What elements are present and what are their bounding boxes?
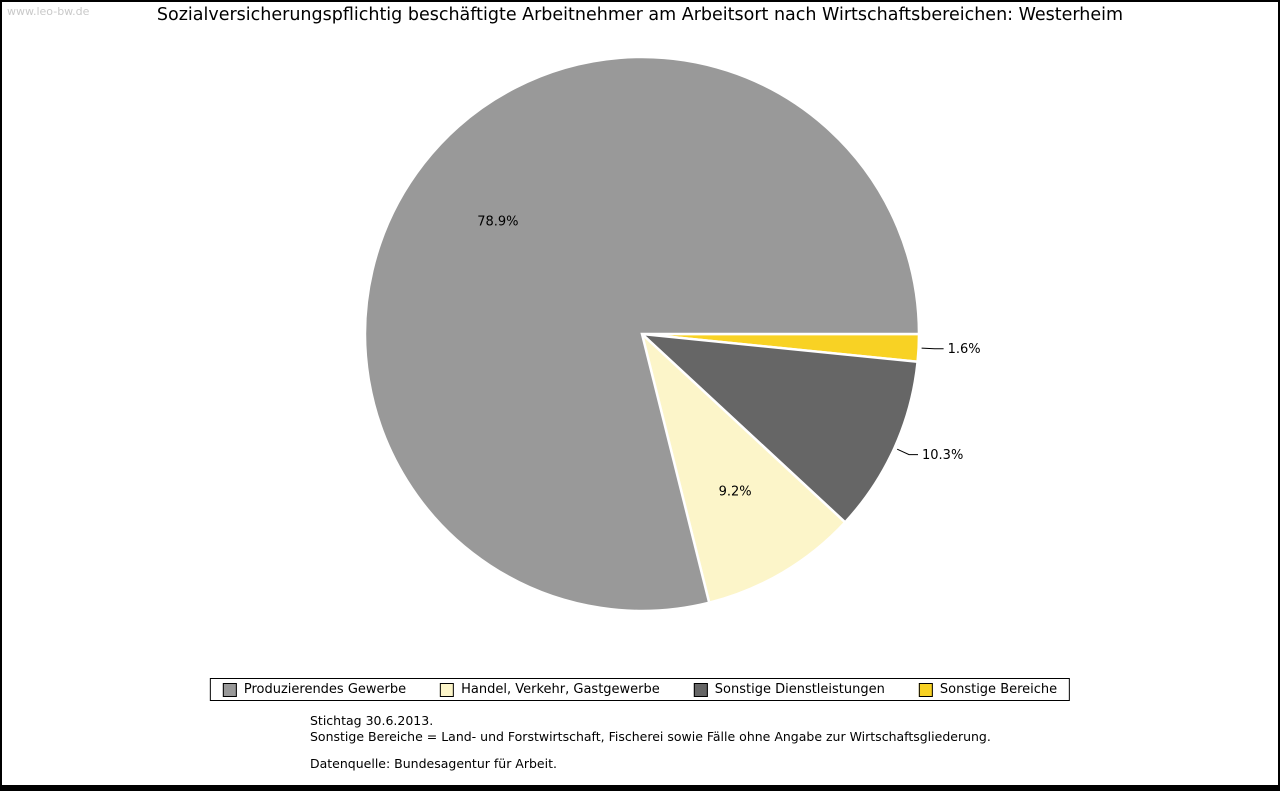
legend-item-handel-verkehr-gastgewerbe: Handel, Verkehr, Gastgewerbe	[440, 682, 660, 697]
legend-swatch-produzierendes-gewerbe	[222, 682, 237, 697]
footnote-stichtag: Stichtag 30.6.2013.	[310, 713, 434, 728]
pie-label-handel-verkehr-gastgewerbe: 9.2%	[719, 484, 752, 499]
chart-title: Sozialversicherungspflichtig beschäftigt…	[156, 5, 1124, 25]
data-source: Datenquelle: Bundesagentur für Arbeit.	[310, 756, 557, 771]
pie-chart: 1.6% 10.3% 9.2% 78.9%	[363, 55, 981, 613]
legend-label-handel-verkehr-gastgewerbe: Handel, Verkehr, Gastgewerbe	[461, 682, 660, 697]
pie-slice-produzierendes-gewerbe	[363, 55, 921, 613]
pie-label-sonstige-bereiche: 1.6%	[948, 342, 981, 357]
legend-swatch-handel-verkehr-gastgewerbe	[440, 682, 455, 697]
legend-label-sonstige-dienstleistungen: Sonstige Dienstleistungen	[714, 682, 885, 697]
legend-item-sonstige-bereiche: Sonstige Bereiche	[918, 682, 1058, 697]
legend-swatch-sonstige-bereiche	[918, 682, 933, 697]
legend-label-produzierendes-gewerbe: Produzierendes Gewerbe	[243, 682, 407, 697]
pie-callout-line-sonstige-bereiche	[921, 347, 944, 350]
legend-label-sonstige-bereiche: Sonstige Bereiche	[939, 682, 1058, 697]
pie-label-produzierendes-gewerbe: 78.9%	[477, 215, 518, 230]
legend: Produzierendes Gewerbe Handel, Verkehr, G…	[209, 678, 1071, 701]
watermark: www.leo-bw.de	[7, 5, 90, 18]
pie-callout-line-sonstige-dienstleistungen	[896, 448, 918, 456]
footnotes: Stichtag 30.6.2013. Sonstige Bereiche = …	[310, 713, 991, 772]
footnote-definition: Sonstige Bereiche = Land- und Forstwirts…	[310, 728, 991, 744]
pie-label-sonstige-dienstleistungen: 10.3%	[922, 448, 963, 463]
pie-slice-sonstige-dienstleistungen	[638, 332, 919, 525]
legend-item-produzierendes-gewerbe: Produzierendes Gewerbe	[222, 682, 407, 697]
legend-swatch-sonstige-dienstleistungen	[693, 682, 708, 697]
legend-item-sonstige-dienstleistungen: Sonstige Dienstleistungen	[693, 682, 885, 697]
